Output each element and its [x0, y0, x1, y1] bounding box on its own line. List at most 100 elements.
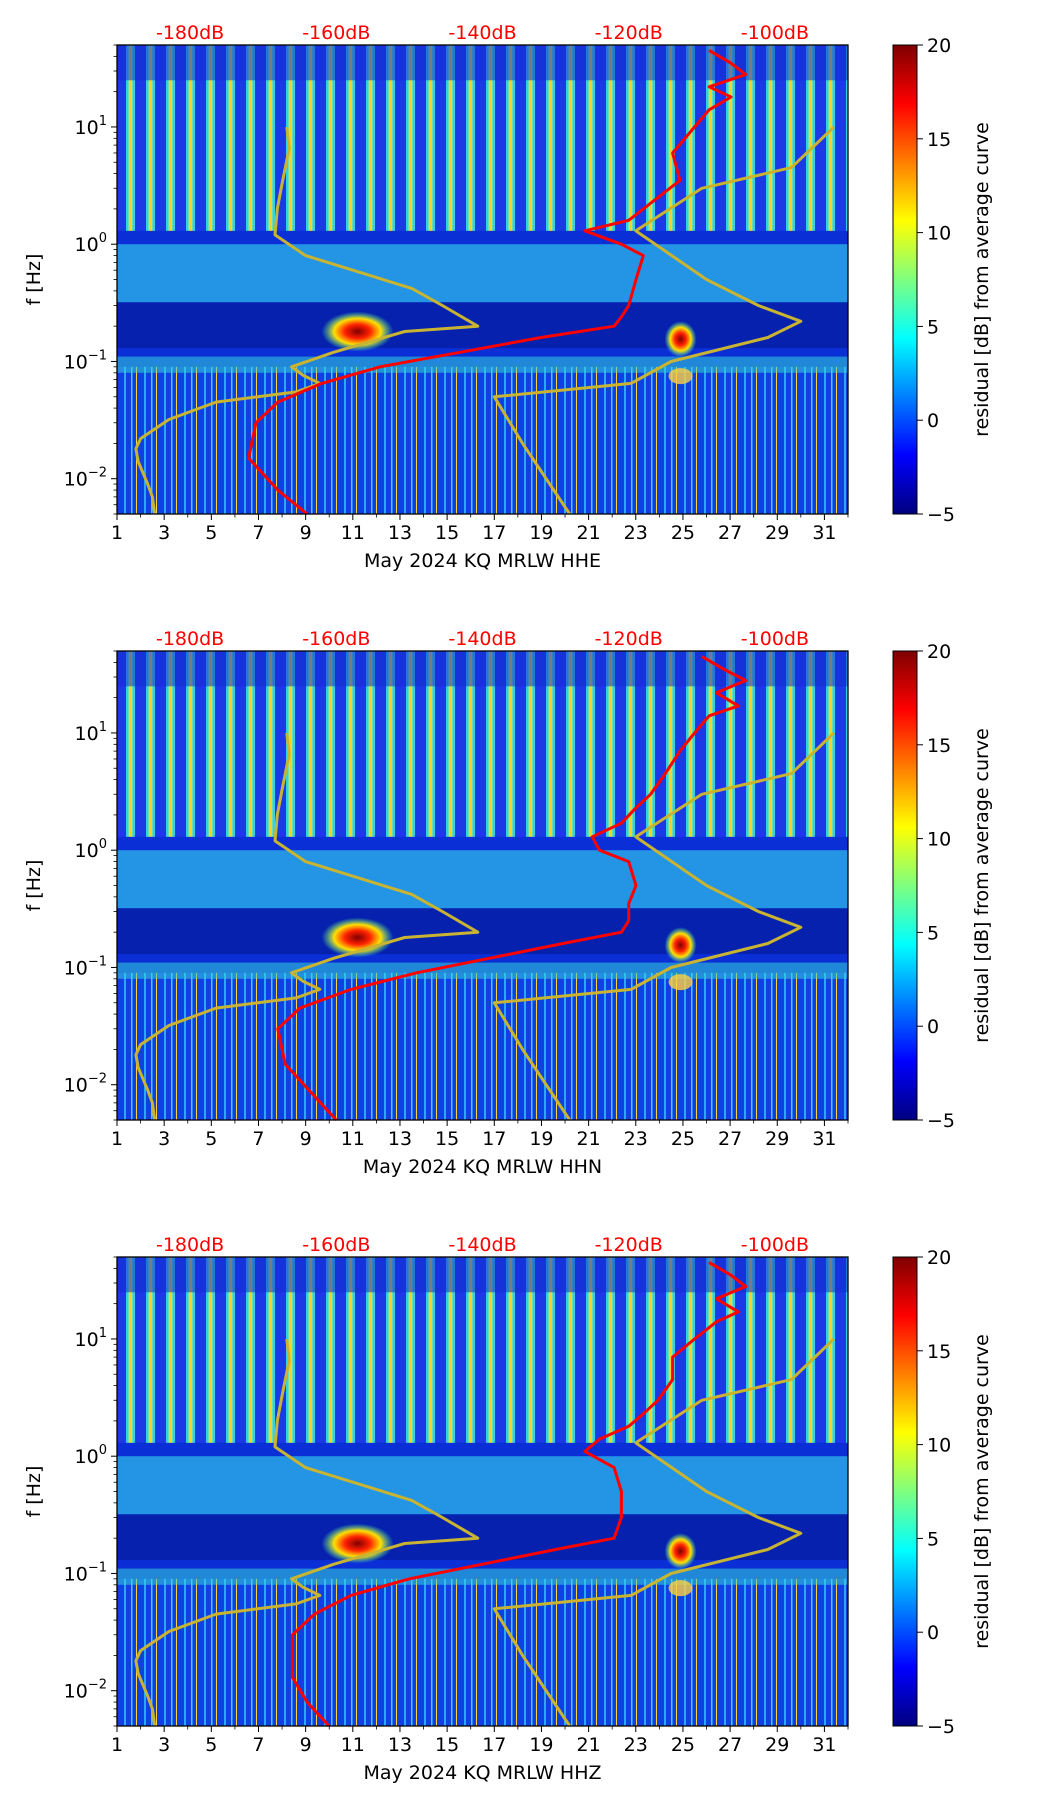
y-tick-label: 10−1	[64, 1560, 107, 1585]
x-tick-label: 11	[341, 522, 365, 544]
heatmap-primary-band	[117, 962, 848, 979]
heatmap-lower-streaks	[117, 366, 848, 514]
x-tick-label: 29	[765, 1734, 789, 1756]
x-tick-label: 5	[205, 522, 217, 544]
x-tick-label: 13	[388, 522, 412, 544]
heatmap-hotspot	[668, 974, 693, 991]
y-axis-label: f [Hz]	[23, 860, 45, 912]
y-tick-label: 100	[75, 231, 107, 256]
x-tick-label: 9	[300, 522, 312, 544]
x-tick-label: 19	[529, 1128, 553, 1150]
colorbar-tick-label: 20	[927, 1247, 951, 1269]
heatmap-secondary-band	[117, 850, 848, 909]
colorbar-tick-label: 10	[927, 1435, 951, 1457]
x-tick-label: 23	[624, 1734, 648, 1756]
x-tick-label: 15	[435, 522, 459, 544]
x-axis-label: May 2024 KQ MRLW HHZ	[363, 1762, 601, 1784]
colorbar-label: residual [dB] from average curve	[971, 122, 993, 437]
x-tick-label: 21	[577, 522, 601, 544]
x-tick-label: 9	[300, 1128, 312, 1150]
heatmap-hotspot	[664, 1533, 697, 1570]
x-tick-label: 29	[765, 1128, 789, 1150]
db-axis-label: -160dB	[302, 1234, 370, 1256]
x-tick-label: 5	[205, 1734, 217, 1756]
x-tick-label: 1	[111, 522, 123, 544]
x-tick-label: 11	[341, 1128, 365, 1150]
colorbar-gradient	[892, 44, 918, 515]
colorbar-label: residual [dB] from average curve	[971, 1334, 993, 1649]
panel-hhe: 1 3 5 7 9 11 13 15 17 19 21 23 25 27 29 3110110010−110−…	[23, 22, 993, 572]
heatmap-top-band	[117, 45, 848, 81]
heatmap-microseism-band	[117, 1514, 848, 1561]
y-axis-label: f [Hz]	[23, 1466, 45, 1518]
colorbar-tick-label: 20	[927, 35, 951, 57]
colorbar-gradient	[892, 650, 918, 1121]
x-tick-label: 23	[624, 1128, 648, 1150]
x-tick-label: 3	[158, 522, 170, 544]
colorbar-tick-label: 15	[927, 1341, 951, 1363]
nhnm-line	[492, 1337, 835, 1727]
x-tick-label: 31	[812, 522, 836, 544]
x-tick-label: 1	[111, 1734, 123, 1756]
x-tick-label: 3	[158, 1128, 170, 1150]
db-axis-label: -100dB	[741, 628, 809, 650]
heatmap-primary-band	[117, 356, 848, 373]
y-tick-label: 10−2	[64, 466, 107, 491]
x-tick-label: 13	[388, 1734, 412, 1756]
heatmap-lower-streaks	[117, 972, 848, 1120]
colorbar-tick-label: 5	[927, 1528, 939, 1550]
heatmap-hotspot	[664, 927, 697, 964]
colorbar-tick-label: 20	[927, 641, 951, 663]
colorbar-tick-label: 15	[927, 735, 951, 757]
x-tick-label: 19	[529, 522, 553, 544]
x-tick-label: 13	[388, 1128, 412, 1150]
heatmap-hotspot	[664, 321, 697, 358]
colorbar-tick-label: 0	[927, 1016, 939, 1038]
colorbar-tick-label: 0	[927, 410, 939, 432]
colorbar-gradient	[892, 1256, 918, 1727]
heatmap-secondary-band	[117, 244, 848, 303]
db-axis-label: -140dB	[448, 628, 516, 650]
colorbar-tick-label: −5	[927, 504, 955, 526]
colorbar-tick-label: 10	[927, 829, 951, 851]
x-tick-label: 27	[718, 522, 742, 544]
db-axis-label: -120dB	[595, 1234, 663, 1256]
y-tick-label: 10−1	[64, 954, 107, 979]
x-tick-label: 23	[624, 522, 648, 544]
x-tick-label: 11	[341, 1734, 365, 1756]
panel-hhz: 1 3 5 7 9 11 13 15 17 19 21 23 25 27 29 3110110010−110−…	[23, 1234, 993, 1784]
x-tick-label: 31	[812, 1734, 836, 1756]
heatmap-microseism-band	[117, 302, 848, 349]
heatmap-primary-band	[117, 1568, 848, 1585]
y-tick-label: 10−1	[64, 348, 107, 373]
heatmap-secondary-band	[117, 1456, 848, 1515]
colorbar-tick-label: −5	[927, 1716, 955, 1738]
x-tick-label: 21	[577, 1734, 601, 1756]
x-tick-label: 25	[671, 522, 695, 544]
heatmap-image	[117, 651, 848, 1120]
y-tick-label: 10−2	[64, 1072, 107, 1097]
heatmap-lower-streaks	[117, 1578, 848, 1726]
x-tick-label: 19	[529, 1734, 553, 1756]
db-axis-label: -100dB	[741, 22, 809, 44]
x-axis-label: May 2024 KQ MRLW HHN	[363, 1156, 602, 1178]
db-axis-label: -120dB	[595, 628, 663, 650]
colorbar-tick-label: 10	[927, 223, 951, 245]
y-tick-label: 101	[75, 1326, 107, 1351]
db-axis-label: -180dB	[156, 22, 224, 44]
nlnm-line	[134, 732, 480, 1121]
x-axis-label: May 2024 KQ MRLW HHE	[364, 550, 601, 572]
x-tick-label: 9	[300, 1734, 312, 1756]
y-tick-label: 101	[75, 114, 107, 139]
heatmap-image	[117, 45, 848, 514]
colorbar-tick-label: 5	[927, 922, 939, 944]
colorbar-tick-label: −5	[927, 1110, 955, 1132]
y-tick-label: 101	[75, 720, 107, 745]
x-tick-label: 25	[671, 1128, 695, 1150]
heatmap-top-band	[117, 1257, 848, 1293]
x-tick-label: 29	[765, 522, 789, 544]
db-axis-label: -140dB	[448, 1234, 516, 1256]
x-tick-label: 17	[482, 1734, 506, 1756]
x-tick-label: 15	[435, 1734, 459, 1756]
